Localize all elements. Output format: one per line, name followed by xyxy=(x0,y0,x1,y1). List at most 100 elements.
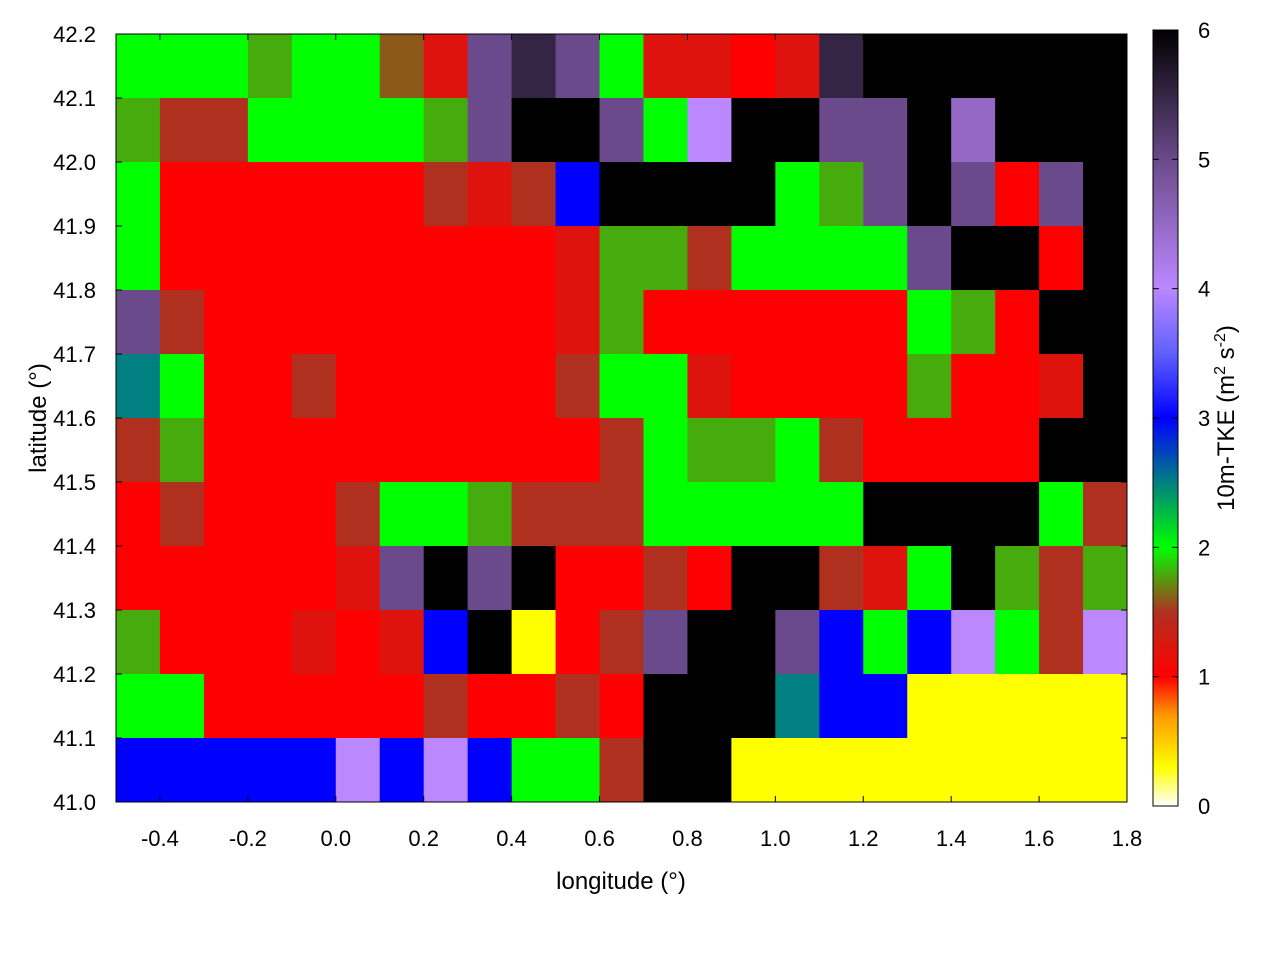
heatmap-cell xyxy=(379,290,425,355)
heatmap-cell xyxy=(1083,546,1127,611)
heatmap-cell xyxy=(379,418,425,483)
heatmap-cell xyxy=(379,34,425,99)
heatmap-cell xyxy=(731,226,776,291)
heatmap-cell xyxy=(687,610,732,675)
colorbar-tick-label: 3 xyxy=(1198,406,1210,431)
heatmap-cell xyxy=(335,162,381,227)
heatmap-cell xyxy=(511,34,557,99)
heatmap-cell xyxy=(731,546,776,611)
y-tick-label: 42.0 xyxy=(53,150,96,175)
heatmap-cell xyxy=(731,98,776,163)
heatmap-cell xyxy=(555,290,601,355)
heatmap-cell xyxy=(599,674,644,739)
heatmap-cell xyxy=(159,418,205,483)
heatmap-cell xyxy=(863,418,908,483)
colorbar-label-sup2: -2 xyxy=(1212,333,1229,347)
y-tick-label: 41.1 xyxy=(53,726,96,751)
heatmap-cell xyxy=(819,290,864,355)
y-tick-label: 41.5 xyxy=(53,470,96,495)
heatmap-cell xyxy=(687,98,732,163)
heatmap-cell xyxy=(335,290,381,355)
heatmap-cell xyxy=(116,610,161,675)
heatmap-cell xyxy=(335,98,381,163)
heatmap-cell xyxy=(643,418,688,483)
heatmap-cell xyxy=(819,418,864,483)
heatmap-cell xyxy=(775,738,820,802)
heatmap-cell xyxy=(247,354,293,419)
heatmap-cell xyxy=(643,354,688,419)
colorbar-tick-label: 5 xyxy=(1198,147,1210,172)
heatmap-cell xyxy=(995,162,1040,227)
heatmap-cell xyxy=(995,674,1040,739)
heatmap-cell xyxy=(995,290,1040,355)
heatmap-cell xyxy=(731,674,776,739)
heatmap-cell xyxy=(1039,610,1084,675)
heatmap-cell xyxy=(1039,98,1084,163)
y-axis-label: latitude (°) xyxy=(25,363,52,473)
heatmap-cell xyxy=(1039,418,1084,483)
heatmap-cell xyxy=(1039,354,1084,419)
heatmap-cell xyxy=(599,354,644,419)
heatmap-cell xyxy=(423,34,469,99)
heatmap-cell xyxy=(116,98,161,163)
heatmap-cell xyxy=(951,546,996,611)
heatmap-cell xyxy=(423,546,469,611)
heatmap-cell xyxy=(159,162,205,227)
heatmap-cell xyxy=(643,162,688,227)
heatmap-cell xyxy=(247,738,293,802)
heatmap-cell xyxy=(555,98,601,163)
heatmap-cell xyxy=(951,674,996,739)
heatmap-cell xyxy=(951,418,996,483)
heatmap-cell xyxy=(423,418,469,483)
heatmap-cell xyxy=(1039,34,1084,99)
heatmap-cell xyxy=(907,610,952,675)
heatmap-cell xyxy=(379,482,425,547)
heatmap-cell xyxy=(863,162,908,227)
heatmap-cell xyxy=(467,290,513,355)
heatmap-cell xyxy=(423,482,469,547)
heatmap-cell xyxy=(1083,738,1127,802)
heatmap-cell xyxy=(819,354,864,419)
heatmap-cell xyxy=(335,674,381,739)
heatmap-cell xyxy=(687,482,732,547)
heatmap-cell xyxy=(995,610,1040,675)
heatmap-cell xyxy=(819,546,864,611)
y-axis-ticks: 41.0 41.1 41.2 41.3 41.4 41.5 41.6 41.7 41.8 41.9… xyxy=(53,22,1127,815)
heatmap-cell xyxy=(291,162,337,227)
heatmap-cell xyxy=(335,34,381,99)
colorbar-label-main: 10m-TKE (m xyxy=(1213,375,1240,511)
heatmap-cell xyxy=(907,162,952,227)
heatmap-cell xyxy=(995,34,1040,99)
x-tick-label: 1.4 xyxy=(936,826,967,851)
heatmap-cell xyxy=(995,738,1040,802)
heatmap-cell xyxy=(863,482,908,547)
heatmap-cell xyxy=(731,34,776,99)
heatmap-cell xyxy=(203,290,249,355)
heatmap-cell xyxy=(511,674,557,739)
heatmap-cell xyxy=(159,226,205,291)
heatmap-cell xyxy=(995,98,1040,163)
y-tick-label: 41.0 xyxy=(53,790,96,815)
heatmap-cell xyxy=(291,418,337,483)
heatmap-cell xyxy=(643,674,688,739)
heatmap-cell xyxy=(159,674,205,739)
y-tick-label: 41.9 xyxy=(53,214,96,239)
heatmap-cell xyxy=(643,482,688,547)
heatmap-cell xyxy=(599,290,644,355)
heatmap-cell xyxy=(1083,610,1127,675)
heatmap-cell xyxy=(467,546,513,611)
colorbar-tick-label: 2 xyxy=(1198,535,1210,560)
heatmap-cell xyxy=(863,290,908,355)
heatmap-cell xyxy=(467,482,513,547)
heatmap-cell xyxy=(863,34,908,99)
heatmap-cell xyxy=(907,674,952,739)
colorbar-tick-label: 1 xyxy=(1198,665,1210,690)
heatmap-cell xyxy=(335,418,381,483)
heatmap-cell xyxy=(643,226,688,291)
heatmap-cell xyxy=(203,34,249,99)
heatmap-cell xyxy=(203,162,249,227)
heatmap-cell xyxy=(423,162,469,227)
heatmap-cell xyxy=(203,482,249,547)
heatmap-cell xyxy=(1083,98,1127,163)
heatmap-cell xyxy=(1083,34,1127,99)
